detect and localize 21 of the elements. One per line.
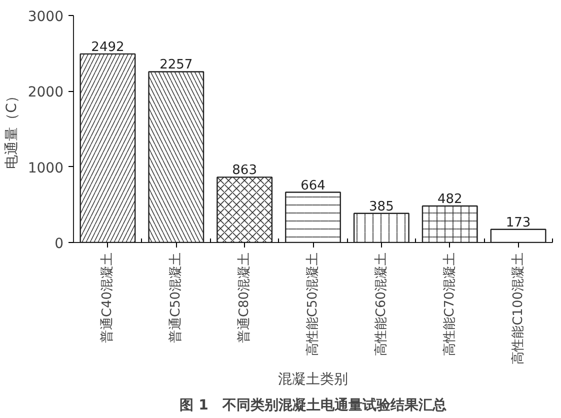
data-label: 2492 bbox=[91, 40, 124, 55]
data-label: 2257 bbox=[160, 58, 193, 73]
x-tick-label: 普通C40混凝土 bbox=[99, 252, 116, 344]
y-tick-label: 0 bbox=[54, 236, 64, 252]
y-tick-label: 3000 bbox=[28, 9, 64, 25]
x-tick-label: 普通C80混凝土 bbox=[236, 252, 252, 344]
data-label: 664 bbox=[300, 178, 326, 194]
x-tick-label: 普通C50混凝土 bbox=[168, 252, 184, 344]
data-label: 385 bbox=[369, 199, 394, 214]
data-label: 173 bbox=[506, 215, 531, 230]
x-tick-label: 高性能C60混凝土 bbox=[372, 252, 389, 356]
y-tick-label: 1000 bbox=[28, 160, 64, 176]
data-label: 863 bbox=[232, 163, 257, 178]
x-tick-label: 高性能C50混凝土 bbox=[304, 252, 320, 356]
x-tick-label: 高性能C100混凝土 bbox=[510, 252, 526, 364]
y-tick-label: 2000 bbox=[28, 84, 64, 101]
y-axis-title: 电通量（C） bbox=[4, 89, 20, 169]
x-axis-title: 混凝土类别 bbox=[278, 371, 348, 388]
text: 图 1 不同类别混凝土电通量试验结果汇总 bbox=[180, 396, 446, 414]
data-label: 482 bbox=[437, 192, 462, 208]
x-tick-label: 高性能C70混凝土 bbox=[441, 252, 458, 356]
